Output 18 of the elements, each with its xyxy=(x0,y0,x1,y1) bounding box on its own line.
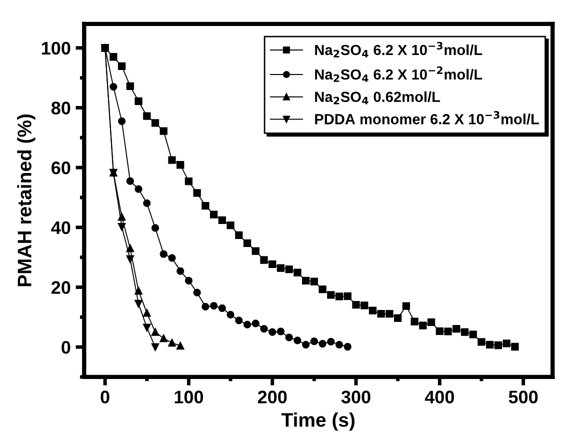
y-tick-label: 0 xyxy=(62,340,70,354)
y-tick-label: 20 xyxy=(52,281,70,294)
legend-label: Na$_{2}$SO$_{4}$ 0.62mol/L xyxy=(315,91,440,104)
x-tick-label: 200 xyxy=(258,390,287,404)
x-tick-label: 0 xyxy=(100,390,110,404)
legend-label: Na$_{2}$SO$_{4}$ 6.2 X 10$^{−3}$mol/L xyxy=(315,42,482,58)
x-tick-label: 300 xyxy=(341,390,370,404)
x-tick-label: 100 xyxy=(174,390,204,404)
y-tick-label: 40 xyxy=(51,221,70,234)
y-tick-label: 100 xyxy=(42,42,70,55)
y-tick-label: 80 xyxy=(51,102,70,114)
y-axis-title: PMAH retained (%) xyxy=(17,114,36,286)
y-tick-label: 60 xyxy=(52,161,70,174)
legend-label: Na$_{2}$SO$_{4}$ 6.2 X 10$^{−2}$mol/L xyxy=(315,66,482,82)
x-tick-label: 400 xyxy=(424,390,454,404)
x-axis-title: Time (s) xyxy=(281,412,355,431)
legend-label: PDDA monomer 6.2 X 10$^{−3}$mol/L xyxy=(315,111,539,124)
x-tick-label: 500 xyxy=(508,390,538,404)
